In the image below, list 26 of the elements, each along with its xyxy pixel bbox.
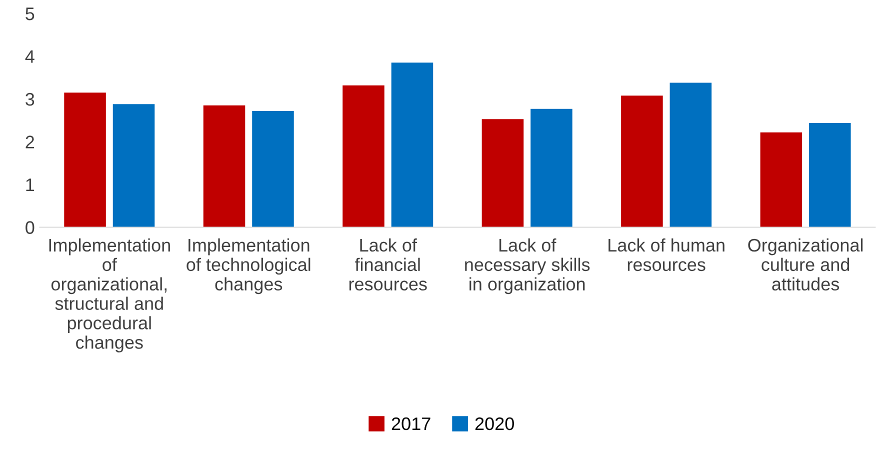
y-tick-label: 4 [25, 50, 34, 63]
bar [760, 132, 802, 228]
bar [252, 110, 294, 228]
x-tick-label: Organizational culture and attitudes [748, 238, 863, 291]
bar [342, 85, 384, 228]
bar [530, 108, 572, 228]
y-tick-label: 2 [26, 136, 34, 148]
bar [809, 122, 851, 228]
bar [112, 104, 155, 228]
legend-label: 2017 [392, 417, 430, 430]
bar [621, 96, 663, 228]
y-tick-label: 3 [26, 92, 34, 106]
y-tick-label: 5 [26, 8, 34, 20]
bar [391, 62, 434, 228]
legend-label: 2020 [475, 417, 514, 430]
x-tick-label: Lack of financial resources [349, 238, 427, 291]
x-tick-label: Lack of necessary skills in organization [465, 238, 590, 294]
x-tick-label: Lack of human resources [608, 238, 724, 272]
bar [482, 119, 524, 228]
x-tick-label: Implementation of organizational, structural and procedural changes [49, 238, 170, 352]
y-tick-label: 1 [26, 178, 34, 192]
x-tick-label: Implementation of technological changes [186, 238, 310, 294]
bar [64, 92, 106, 228]
bar [203, 105, 246, 228]
bar [670, 82, 712, 228]
y-tick-label: 0 [26, 221, 34, 234]
